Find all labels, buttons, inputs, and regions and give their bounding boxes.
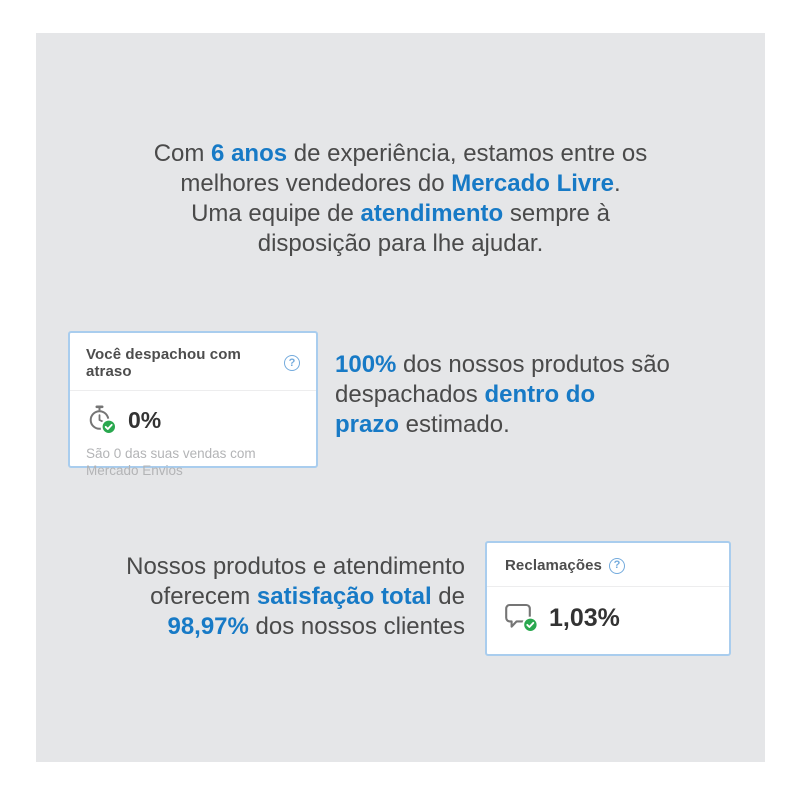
text-segment: oferecem: [150, 583, 257, 610]
intro-line: melhores vendedores do Mercado Livre.: [36, 169, 765, 199]
text-segment: disposição para lhe ajudar.: [257, 230, 544, 257]
highlight-brand: Mercado Livre: [451, 170, 614, 197]
shipping-paragraph: 100% dos nossos produtos são despachados…: [335, 350, 735, 440]
shipping-line: prazo estimado.: [335, 410, 735, 440]
text-segment: despachados: [335, 381, 485, 408]
highlight-rate: 98,97%: [167, 613, 249, 640]
card-body: 0%: [70, 391, 316, 436]
claims-metric-card: Reclamações ? 1,03%: [485, 541, 731, 656]
intro-line: Uma equipe de atendimento sempre à: [36, 199, 765, 229]
text-segment: sempre à: [503, 200, 610, 227]
card-header: Você despachou com atraso ?: [70, 333, 316, 391]
text-segment: dos nossos produtos são: [396, 351, 670, 378]
help-icon[interactable]: ?: [609, 557, 625, 574]
text-segment: Nossos produtos e atendimento: [126, 553, 465, 580]
help-icon[interactable]: ?: [284, 355, 300, 371]
intro-line: Com 6 anos de experiência, estamos entre…: [36, 139, 765, 169]
intro-line: disposição para lhe ajudar.: [36, 229, 765, 259]
shipping-metric-card: Você despachou com atraso ? 0% São 0 das…: [68, 331, 318, 478]
highlight-on-time: prazo: [335, 411, 400, 438]
intro-paragraph: Com 6 anos de experiência, estamos entre…: [36, 139, 765, 259]
chat-bubble-check-icon: [505, 603, 539, 633]
satisfaction-line: 98,97% dos nossos clientes: [55, 612, 465, 642]
shipping-line: 100% dos nossos produtos são: [335, 350, 735, 380]
text-segment: Com: [153, 140, 212, 167]
satisfaction-paragraph: Nossos produtos e atendimento oferecem s…: [55, 552, 465, 642]
shipping-line: despachados dentro do: [335, 380, 735, 410]
text-segment: dos nossos clientes: [248, 613, 465, 640]
highlight-support: atendimento: [360, 200, 504, 227]
highlight-percent: 100%: [335, 351, 397, 378]
highlight-on-time: dentro do: [484, 381, 596, 408]
highlight-years: 6 anos: [211, 140, 288, 167]
metric-value: 0%: [128, 407, 162, 433]
card-header: Reclamações ?: [487, 543, 729, 587]
text-segment: de experiência, estamos entre os: [287, 140, 648, 167]
text-segment: de: [431, 583, 465, 610]
card-subtext: São 0 das suas vendas com Mercado Envios: [86, 446, 256, 478]
text-segment: Uma equipe de: [191, 200, 361, 227]
stopwatch-check-icon: [89, 405, 117, 435]
text-segment: .: [613, 170, 621, 197]
card-body: 1,03%: [487, 587, 729, 634]
satisfaction-line: oferecem satisfação total de: [55, 582, 465, 612]
metric-value: 1,03%: [549, 604, 620, 632]
card-title: Reclamações: [505, 557, 602, 574]
card-title: Você despachou com atraso: [86, 346, 241, 380]
satisfaction-line: Nossos produtos e atendimento: [55, 552, 465, 582]
highlight-satisfaction: satisfação total: [256, 583, 432, 610]
text-segment: melhores vendedores do: [180, 170, 452, 197]
text-segment: estimado.: [399, 411, 510, 438]
